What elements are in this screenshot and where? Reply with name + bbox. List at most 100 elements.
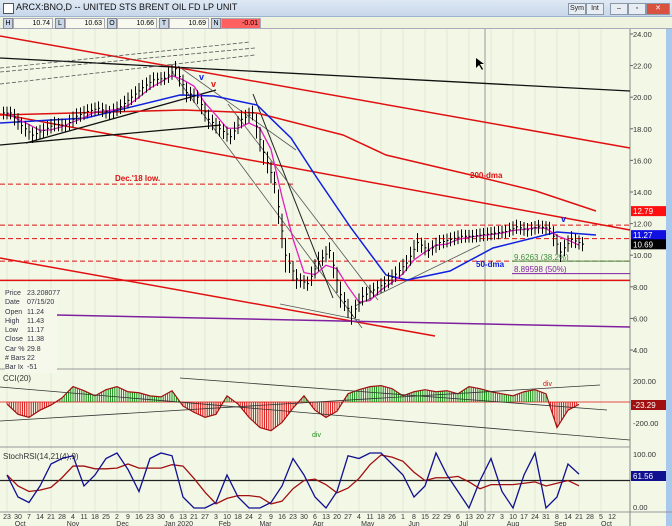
data-window-key: Low <box>5 327 18 335</box>
x-tick-label: 8 <box>555 514 559 521</box>
support-trend-line <box>55 314 631 328</box>
data-window-key: Car % <box>5 345 25 353</box>
channel-line <box>177 65 297 151</box>
quote-label-o: O <box>107 18 117 29</box>
x-tick-label: 27 <box>201 514 209 521</box>
trend-line <box>0 113 631 231</box>
data-window-row: Low 11.17 <box>5 326 57 335</box>
cci-divergence-label: div <box>543 381 552 388</box>
x-month-label: Jan 2020 <box>164 521 193 526</box>
cci-tick-label: 200.00 <box>633 377 656 386</box>
stochrsi-last-box <box>631 471 666 481</box>
x-tick-label: 3 <box>500 514 504 521</box>
last-value-label: 10.69 <box>633 240 654 249</box>
last-value-label: 11.27 <box>633 231 653 240</box>
y-tick-label: 14.00 <box>633 188 652 197</box>
trend-line <box>25 89 217 144</box>
x-month-label: Jun <box>408 521 419 526</box>
channel-line <box>279 303 361 321</box>
data-window-row: Close 11.38 <box>5 335 57 344</box>
interval-button[interactable]: Int <box>586 3 604 15</box>
window-titlebar: ARCX:BNO,D -- UNITED STS BRENT OIL FD LP… <box>0 0 672 17</box>
x-tick-label: 11 <box>80 514 87 521</box>
data-window-value: 11.38 <box>27 336 44 344</box>
x-tick-label: 29 <box>443 514 451 521</box>
y-tick-label: 6.00 <box>633 314 648 323</box>
data-window-value: 29.8 <box>27 345 41 353</box>
cci-trend-line <box>0 384 601 422</box>
channel-line <box>227 103 379 301</box>
x-month-label: Dec <box>116 521 129 526</box>
x-tick-label: 6 <box>456 514 460 521</box>
x-tick-label: 21 <box>575 514 583 521</box>
close-button[interactable]: ✕ <box>646 3 670 15</box>
channel-line <box>171 71 363 329</box>
x-month-label: Aug <box>507 521 520 526</box>
x-tick-label: 1 <box>401 514 405 521</box>
data-window-value: 11.43 <box>27 317 44 325</box>
trend-line <box>0 57 631 92</box>
dma200-line <box>0 109 597 212</box>
stochrsi-signal-line <box>6 454 580 505</box>
data-window-row: Car % 29.8 <box>5 345 57 354</box>
minimize-button[interactable]: – <box>610 3 628 15</box>
x-month-label: Oct <box>15 521 26 526</box>
stochrsi-tick-label: 0.00 <box>633 503 648 512</box>
data-window-key: High <box>5 317 20 325</box>
dma50-line <box>0 94 597 281</box>
dma50-annotation: 50-dma <box>476 260 505 269</box>
cci-line <box>6 384 580 432</box>
x-month-label: Oct <box>601 521 612 526</box>
x-tick-label: 23 <box>3 514 11 521</box>
quote-value-h: 10.74 <box>13 18 53 29</box>
x-tick-label: 6 <box>313 514 317 521</box>
stochrsi-tick-label: 100.00 <box>633 450 656 459</box>
x-tick-label: 4 <box>71 514 75 521</box>
top-marker: v <box>199 72 204 82</box>
x-month-label: Feb <box>219 521 231 526</box>
data-window-value: 11.24 <box>27 308 44 316</box>
fib-50-annotation: 8.89598 (50%) <box>514 265 567 274</box>
data-window-value: 22 <box>27 355 35 363</box>
symbol-button[interactable]: Sym <box>568 3 586 15</box>
x-tick-label: 2 <box>115 514 119 521</box>
x-month-label: Sep <box>554 521 567 526</box>
stochrsi-line <box>6 451 580 510</box>
x-tick-label: 21 <box>190 514 198 521</box>
fan-line <box>0 54 256 85</box>
last-value-box <box>631 206 666 217</box>
fan-line <box>0 47 256 73</box>
data-window-row: High 11.43 <box>5 317 57 326</box>
maximize-button[interactable]: ▫ <box>628 3 646 15</box>
x-tick-label: 7 <box>27 514 31 521</box>
y-tick-label: 18.00 <box>633 125 652 134</box>
x-tick-label: 25 <box>102 514 110 521</box>
y-tick-label: 8.00 <box>633 283 648 292</box>
cci-tick-label: -200.00 <box>633 419 658 428</box>
window-border <box>666 29 672 526</box>
right-axis <box>630 29 672 526</box>
quote-label-t: T <box>159 18 169 29</box>
channel-line <box>252 93 334 299</box>
x-month-label: May <box>361 521 375 526</box>
y-tick-label: 22.00 <box>633 62 652 71</box>
x-tick-label: 10 <box>223 514 231 521</box>
data-window-value: 23.208077 <box>27 290 61 297</box>
x-tick-label: 24 <box>245 514 253 521</box>
window-title: ARCX:BNO,D -- UNITED STS BRENT OIL FD LP… <box>16 2 238 12</box>
app-icon <box>3 3 14 14</box>
x-tick-label: 21 <box>47 514 55 521</box>
x-month-label: Apr <box>313 521 325 526</box>
x-tick-label: 13 <box>465 514 473 521</box>
y-tick-label: 20.00 <box>633 93 652 102</box>
y-tick-label: 16.00 <box>633 156 652 165</box>
top-marker: v <box>211 79 216 89</box>
quote-label-l: L <box>55 18 65 29</box>
data-window-key: # Bars <box>5 355 26 363</box>
data-window-key: Open <box>5 308 23 316</box>
x-tick-label: 18 <box>91 514 99 521</box>
x-tick-label: 11 <box>366 514 373 521</box>
cci-last-box <box>631 400 666 410</box>
cci-divergence-label: div <box>312 432 321 439</box>
